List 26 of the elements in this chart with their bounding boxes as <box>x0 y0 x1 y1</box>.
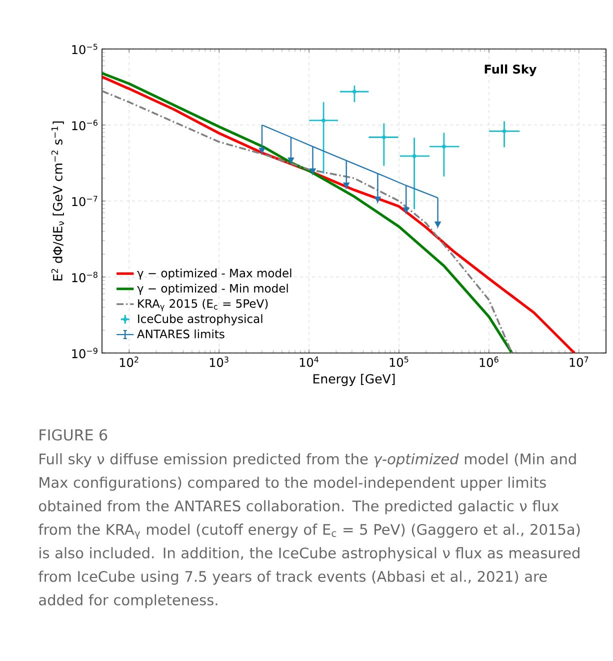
point <box>382 135 386 140</box>
point <box>412 154 416 158</box>
y-tick-label: 10$^{−5}$ <box>72 44 98 54</box>
x-tick-label: 10$^{6}$ <box>480 356 498 367</box>
x-tick-label: 10$^{7}$ <box>570 356 588 367</box>
annotation: Full Sky <box>484 64 537 76</box>
legend-label: γ − optimized - Min model <box>137 284 288 295</box>
x-axis-title: Energy [GeV] <box>314 374 395 386</box>
y-tick-label: 10$^{−9}$ <box>72 348 98 358</box>
x-tick-label: 10$^{4}$ <box>300 356 319 367</box>
point <box>352 90 356 94</box>
x-tick-label: 10$^{2}$ <box>120 356 138 367</box>
point <box>322 118 326 122</box>
y-tick-label: 10$^{−6}$ <box>72 120 98 130</box>
x-tick-label: 10$^{3}$ <box>210 356 228 367</box>
point <box>442 144 446 149</box>
text: Full sky ν diffuse emission predicted from the γ-optimized model (Min and Max configurations) compared to the model-independent upper limits obtained from the ANTARES collaboration. The predicted galactic ν flux from the KRA$_{γ}$ model (cutoff energy of E$_{c}$ = 5 PeV) (Gaggero et al., 2015a) is also included. In addition, the IceCube astrophysical ν flux as measured from IceCube using 7.5 years of track events (Abbasi et al., 2021) are added for completeness. <box>38 453 580 608</box>
legend-label: IceCube astrophysical <box>138 314 262 326</box>
y-tick-label: 10$^{−8}$ <box>72 272 98 282</box>
legend-label: KRA$_{γ}$ 2015 (E$_{c}$ = 5PeV) <box>138 298 268 312</box>
legend-label: ANTARES limits <box>137 329 224 338</box>
text: E$^{2}$ dΦ/dE$_{ν}$ [GeV cm$^{−2}$ s$^{−1}$] <box>51 122 64 280</box>
caption: FIGURE 6 <box>40 429 108 441</box>
legend-label: γ − optimized - Max model <box>137 268 292 280</box>
x-tick-label: 10$^{5}$ <box>390 356 408 367</box>
y-tick-label: 10$^{−7}$ <box>72 196 98 206</box>
